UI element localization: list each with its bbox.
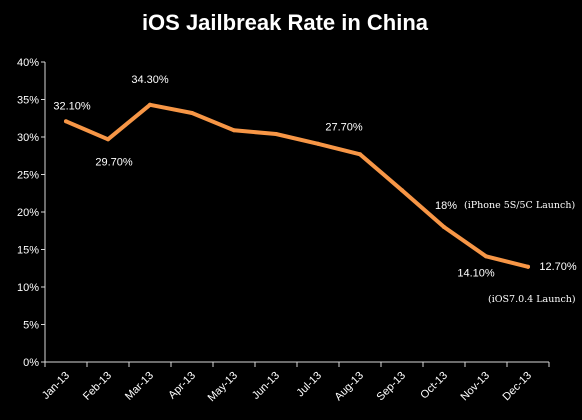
x-tick-label: Dec-13 [501, 370, 535, 404]
y-tick-label: 25% [17, 170, 39, 182]
x-tick-label: Oct-13 [418, 370, 450, 402]
data-point [484, 254, 488, 259]
data-label: 18% [435, 200, 457, 212]
data-label: 32.10% [53, 100, 91, 112]
series-line [64, 102, 530, 269]
y-tick-label: 0% [23, 357, 39, 369]
data-point [400, 188, 404, 193]
y-tick-label: 40% [17, 57, 39, 69]
data-label: 27.70% [325, 121, 363, 133]
chart-title: iOS Jailbreak Rate in China [142, 10, 429, 35]
y-axis: 0% 5% 10% 15% 20% 25% 30% 35% 40% [17, 57, 46, 369]
data-point [526, 264, 530, 269]
series-group [64, 102, 530, 269]
data-label: 12.70% [539, 261, 577, 273]
x-tick-label: Jan-13 [40, 370, 72, 402]
data-label: 14.10% [457, 267, 495, 279]
data-point [274, 132, 278, 136]
y-tick-label: 20% [17, 207, 39, 219]
data-label: 29.70% [95, 156, 133, 168]
y-tick-label: 10% [17, 282, 39, 294]
data-point [316, 141, 320, 146]
data-point [358, 152, 362, 157]
annotation-label: (iPhone 5S/5C Launch) [464, 200, 575, 211]
annotations: (iPhone 5S/5C Launch) (iOS7.0.4 Launch) [464, 200, 576, 305]
data-point [442, 225, 446, 229]
data-point [106, 137, 110, 142]
x-tick-label: Jun-13 [250, 370, 282, 402]
y-tick-label: 5% [23, 320, 39, 332]
y-tick-label: 30% [17, 132, 39, 144]
x-tick-label: Jul-13 [294, 370, 324, 400]
x-tick-label: Sep-13 [375, 370, 409, 404]
data-point [148, 102, 152, 107]
data-labels: 32.10% 29.70% 34.30% 27.70% 18% 14.10% 12.70% [53, 74, 577, 280]
annotation-label: (iOS7.0.4 Launch) [488, 294, 576, 305]
x-tick-label: Nov-13 [459, 370, 493, 404]
y-tick-label: 15% [17, 245, 39, 257]
data-point [64, 119, 68, 124]
x-tick-label: Apr-13 [166, 370, 198, 402]
data-point [190, 111, 194, 115]
y-tick-label: 35% [17, 95, 39, 107]
x-tick-label: Mar-13 [123, 370, 156, 403]
x-tick-label: Aug-13 [333, 370, 367, 404]
x-axis: Jan-13 Feb-13 Mar-13 Apr-13 May-13 Jun-13 Jul-… [40, 361, 550, 404]
x-tick-label: May-13 [206, 370, 240, 404]
data-point [232, 128, 236, 133]
x-tick-label: Feb-13 [81, 370, 114, 403]
data-label: 34.30% [131, 74, 169, 86]
